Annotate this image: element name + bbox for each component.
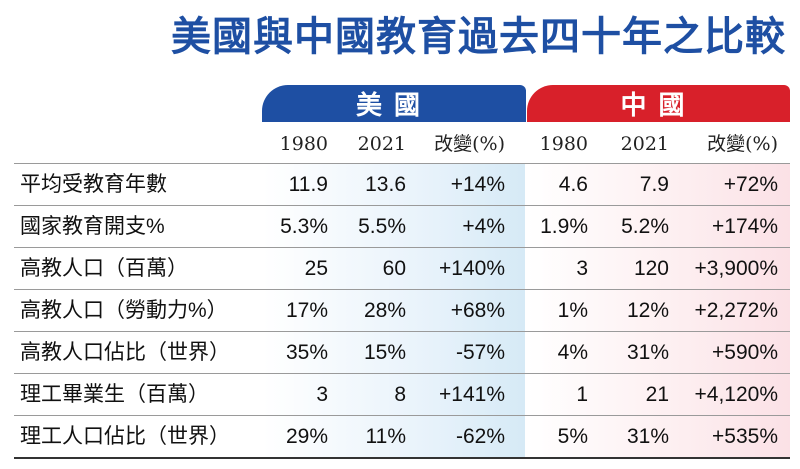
group-header-us: 美國 xyxy=(262,85,526,122)
us-cell: +4% xyxy=(462,215,505,238)
group-header-cn: 中國 xyxy=(527,85,790,122)
table-row: 平均受教育年數 11.9 13.6 +14% 4.6 7.9 +72% xyxy=(0,164,800,205)
column-header: 1980 xyxy=(539,133,588,155)
cn-cell: 4% xyxy=(557,341,588,364)
row-divider xyxy=(14,415,790,416)
cn-cell: 7.9 xyxy=(639,173,669,196)
us-cell: 60 xyxy=(382,257,406,280)
cn-cell: 21 xyxy=(645,383,669,406)
row-label: 平均受教育年數 xyxy=(20,173,167,196)
us-cell: 5.5% xyxy=(358,215,406,238)
cn-cell: 120 xyxy=(633,257,669,280)
row-label: 高教人口（百萬） xyxy=(20,257,188,280)
table-row: 高教人口（勞動力%） 17% 28% +68% 1% 12% +2,272% xyxy=(0,290,800,331)
us-cell: -62% xyxy=(455,425,505,448)
column-header: 1980 xyxy=(279,133,328,155)
table-row: 高教人口（百萬） 25 60 +140% 3 120 +3,900% xyxy=(0,248,800,289)
us-cell: 3 xyxy=(316,383,328,406)
cn-cell: 12% xyxy=(626,299,669,322)
us-cell: 5.3% xyxy=(280,215,328,238)
header-divider xyxy=(14,163,790,164)
cn-cell: +2,272% xyxy=(694,299,779,322)
cn-cell: 1 xyxy=(576,383,588,406)
column-header: 改變(%) xyxy=(707,133,778,155)
table-row: 理工畢業生（百萬） 3 8 +141% 1 21 +4,120% xyxy=(0,374,800,415)
us-cell: +141% xyxy=(439,383,505,406)
table-row: 國家教育開支% 5.3% 5.5% +4% 1.9% 5.2% +174% xyxy=(0,206,800,247)
page-title: 美國與中國教育過去四十年之比較 xyxy=(171,13,786,60)
cn-cell: +4,120% xyxy=(694,383,779,406)
column-header: 2021 xyxy=(620,133,669,155)
cn-cell: 31% xyxy=(626,425,669,448)
row-divider xyxy=(14,205,790,206)
us-cell: 8 xyxy=(394,383,406,406)
us-cell: 35% xyxy=(285,341,328,364)
cn-cell: 1.9% xyxy=(540,215,588,238)
row-divider xyxy=(14,457,790,459)
row-divider xyxy=(14,247,790,248)
row-label: 理工人口佔比（世界） xyxy=(20,425,230,448)
us-cell: 11.9 xyxy=(288,173,328,196)
cn-cell: 1% xyxy=(557,299,588,322)
us-cell: 17% xyxy=(285,299,328,322)
cn-column-band xyxy=(527,164,790,459)
cn-cell: 31% xyxy=(626,341,669,364)
us-cell: 15% xyxy=(363,341,406,364)
us-cell: -57% xyxy=(455,341,505,364)
row-label: 國家教育開支% xyxy=(20,215,165,238)
cn-cell: +174% xyxy=(712,215,778,238)
us-column-band xyxy=(263,164,525,459)
row-divider xyxy=(14,331,790,332)
us-cell: +68% xyxy=(450,299,505,322)
cn-cell: 5.2% xyxy=(621,215,669,238)
us-cell: +14% xyxy=(450,173,505,196)
row-divider xyxy=(14,289,790,290)
us-cell: +140% xyxy=(439,257,505,280)
us-cell: 11% xyxy=(365,425,406,448)
cn-cell: +72% xyxy=(723,173,778,196)
cn-cell: 3 xyxy=(576,257,588,280)
column-header: 改變(%) xyxy=(434,133,505,155)
column-header: 2021 xyxy=(357,133,406,155)
cn-cell: 5% xyxy=(557,425,588,448)
cn-cell: +535% xyxy=(712,425,778,448)
table-row: 高教人口佔比（世界） 35% 15% -57% 4% 31% +590% xyxy=(0,332,800,373)
row-label: 高教人口（勞動力%） xyxy=(20,299,228,322)
row-divider xyxy=(14,373,790,374)
us-cell: 25 xyxy=(304,257,328,280)
cn-cell: +590% xyxy=(712,341,778,364)
row-label: 理工畢業生（百萬） xyxy=(20,383,209,406)
cn-cell: 4.6 xyxy=(558,173,588,196)
us-cell: 13.6 xyxy=(365,173,406,196)
row-label: 高教人口佔比（世界） xyxy=(20,341,230,364)
cn-cell: +3,900% xyxy=(694,257,779,280)
us-cell: 28% xyxy=(363,299,406,322)
us-cell: 29% xyxy=(285,425,328,448)
table-row: 理工人口佔比（世界） 29% 11% -62% 5% 31% +535% xyxy=(0,416,800,457)
